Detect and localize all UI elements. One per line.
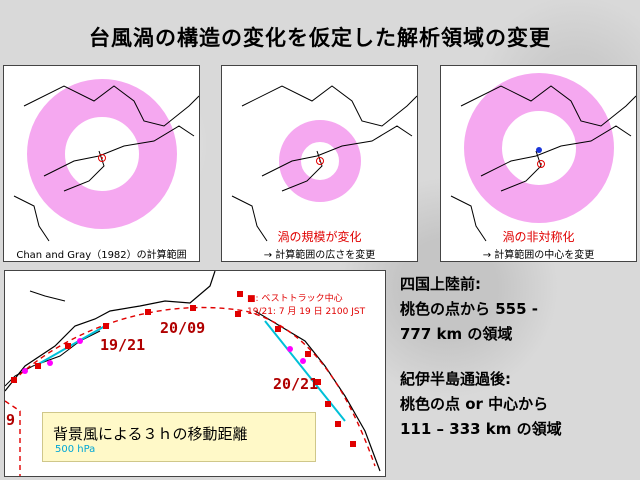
panel-caption-title: 渦の規模が変化 — [277, 230, 362, 244]
japan-map-1 — [13, 79, 199, 242]
after-line-1: 桃色の点 or 中心から — [400, 395, 549, 413]
before-line-1: 桃色の点から 555 - — [400, 300, 538, 318]
map-panel-chan-gray: Chan and Gray（1982）の計算範囲 — [3, 65, 200, 262]
legend-best-track: ■: ベストトラック中心 — [247, 294, 343, 304]
analysis-notes: 四国上陸前: 桃色の点から 555 - 777 km の領域 紀伊半島通過後: … — [400, 272, 636, 442]
japan-map-3 — [450, 73, 636, 242]
track-label-edge: 9 — [6, 411, 16, 429]
before-line-2: 777 km の領域 — [400, 325, 513, 343]
panel-caption: Chan and Gray（1982）の計算範囲 — [16, 250, 187, 261]
panel-caption-sub: → 計算範囲の広さを変更 — [263, 250, 376, 261]
japan-map-2 — [231, 85, 417, 242]
wind-box-title: 背景風による３ｈの移動距離 — [53, 425, 248, 443]
track-label-2009: 20/09 — [160, 319, 206, 337]
track-label-2021: 20/21 — [273, 375, 319, 393]
map-panel-asymmetry: 渦の非対称化 → 計算範囲の中心を変更 — [440, 65, 637, 262]
track-map — [5, 271, 381, 476]
wind-distance-box: 背景風による３ｈの移動距離 500 hPa — [42, 412, 316, 462]
track-label-1921: 19/21 — [100, 336, 146, 354]
after-heading: 紀伊半島通過後: — [400, 370, 511, 388]
legend-time: 19/21: 7 月 19 日 2100 JST — [247, 307, 366, 317]
panel-caption-sub: → 計算範囲の中心を変更 — [482, 250, 595, 261]
before-heading: 四国上陸前: — [400, 275, 481, 293]
page-title: 台風渦の構造の変化を仮定した解析領域の変更 — [89, 26, 551, 50]
map-panel-scale: 渦の規模が変化 → 計算範囲の広さを変更 — [221, 65, 418, 262]
panel-caption-title: 渦の非対称化 — [502, 230, 575, 244]
after-line-2: 111 – 333 km の領域 — [400, 420, 562, 438]
wind-box-level: 500 hPa — [55, 444, 96, 455]
